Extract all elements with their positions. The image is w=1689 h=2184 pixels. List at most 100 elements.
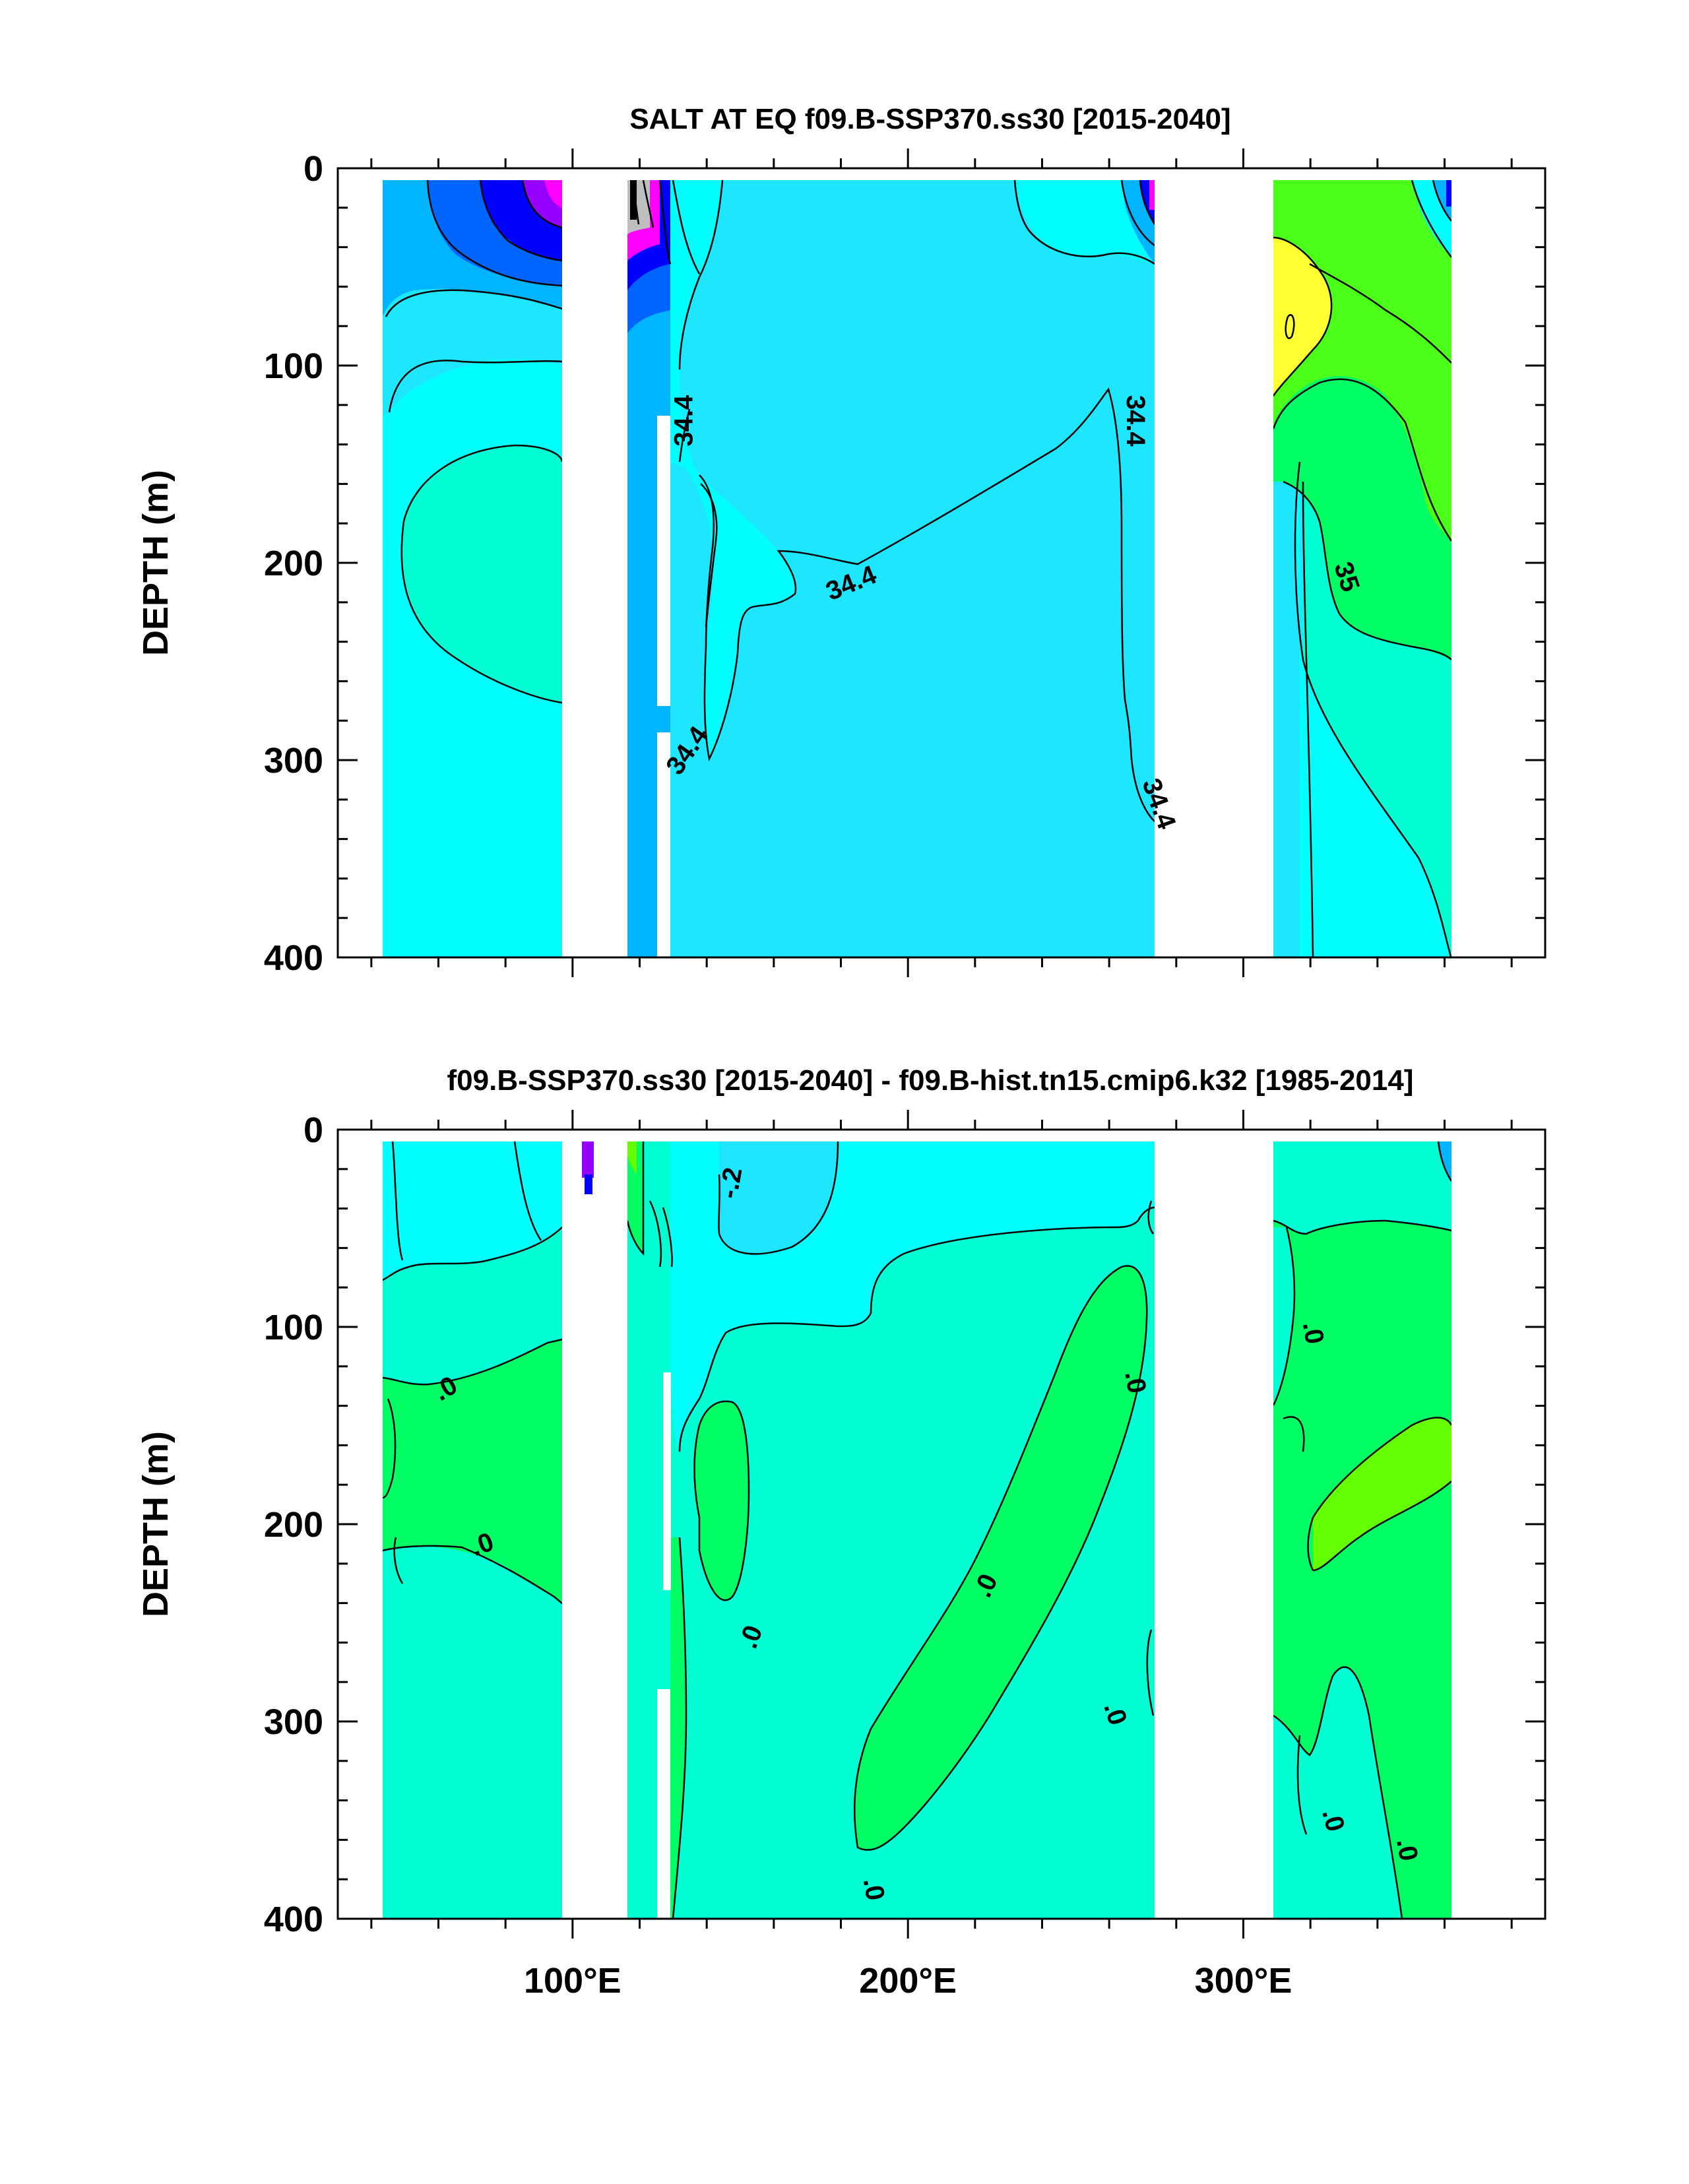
panel-top-contour-line bbox=[1120, 179, 1155, 247]
panel-top-contour-line bbox=[1309, 263, 1452, 364]
panel-top-contour-line bbox=[1302, 481, 1314, 957]
panel-top-contour-line bbox=[521, 179, 563, 229]
panel-bottom: f09.B-SSP370.ss30 [2015-2040] - f09.B-hi… bbox=[136, 1064, 1546, 2001]
panel-bottom-contour-line bbox=[1296, 1735, 1308, 1835]
panel-bottom-contour-line bbox=[1283, 1416, 1305, 1452]
contour-label: 34.4 bbox=[670, 395, 699, 447]
panel-top-fill-west-blob bbox=[401, 445, 562, 703]
x-tick-label: 200°E bbox=[859, 1961, 957, 2001]
panel-bottom-fill-pacific-green-1 bbox=[694, 1401, 749, 1601]
panel-bottom-fill-pacific-green-2 bbox=[854, 1266, 1147, 1850]
contour-label: 34.4 bbox=[1121, 395, 1150, 447]
panel-top-filled-contours bbox=[383, 180, 1451, 957]
panel-top-contour-line bbox=[1285, 314, 1295, 339]
panel-bottom-fill-west-green bbox=[383, 1339, 562, 1603]
y-tick-label: 100 bbox=[264, 1308, 323, 1347]
panel-bottom-contour-line bbox=[382, 1338, 563, 1386]
panel-top-contour-line bbox=[1411, 179, 1453, 258]
panel-top-contour-line bbox=[388, 360, 563, 413]
panel-top-contour-lines bbox=[385, 179, 1453, 957]
y-tick-label: 200 bbox=[264, 544, 323, 583]
panel-bottom-fill-strip-green bbox=[627, 1141, 643, 1254]
panel-top-contour-line bbox=[385, 289, 563, 317]
panel-top-contour-line bbox=[426, 179, 563, 287]
panel-bottom-land-mask bbox=[338, 1130, 1545, 1919]
panel-bottom-fill-strip-blue bbox=[585, 1174, 592, 1194]
panel-top-fill-atl-east-deep bbox=[1295, 462, 1451, 957]
panel-bottom-contour-line bbox=[1273, 1666, 1403, 1919]
panel-bottom-contour-line bbox=[1312, 1417, 1453, 1572]
panel-top-contour-line bbox=[1013, 179, 1155, 265]
panel-bottom-contour-line bbox=[382, 1227, 563, 1281]
panel-top-contour-line bbox=[678, 179, 724, 370]
panel-bottom-fill-strip-purple bbox=[582, 1141, 594, 1178]
panel-bottom-contour-line bbox=[1437, 1141, 1453, 1182]
panel-bottom-contour-line bbox=[718, 1174, 720, 1235]
contour-label: .0 bbox=[858, 1876, 890, 1902]
y-tick-label: 300 bbox=[264, 741, 323, 781]
panel-bottom-fill-pacific-light bbox=[719, 1141, 838, 1254]
panel-bottom-title: f09.B-SSP370.ss30 [2015-2040] - f09.B-hi… bbox=[447, 1064, 1414, 1097]
panel-top-land-mask bbox=[338, 168, 1545, 957]
panel-bottom-contour-line bbox=[1272, 1227, 1296, 1406]
panel-bottom-contour-line bbox=[1146, 1200, 1155, 1716]
panel-top-contour-line bbox=[699, 387, 1155, 822]
panel-bottom-fill-atl-cyan bbox=[1273, 1141, 1451, 1234]
panel-bottom-contour-line bbox=[393, 1537, 404, 1584]
panel-bottom-contour-line bbox=[1307, 1517, 1314, 1571]
panel-top-contour-line bbox=[400, 444, 563, 704]
panel-bottom-x-axis: 100°E 200°E 300°E bbox=[370, 1110, 1513, 2001]
panel-top-contour-line bbox=[658, 179, 701, 274]
panel-top: SALT AT EQ f09.B-SSP370.ss30 [2015-2040]… bbox=[136, 103, 1546, 978]
panel-bottom-fill-atl-deep bbox=[1273, 1667, 1402, 1919]
panel-top-fill-atl-surface-3 bbox=[1446, 180, 1451, 207]
y-tick-label: 0 bbox=[303, 149, 323, 189]
panel-bottom-contour-line bbox=[382, 1398, 397, 1499]
panel-bottom-contour-line bbox=[672, 1537, 687, 1919]
panel-top-contour-line bbox=[479, 179, 563, 262]
panel-bottom-filled-contours bbox=[383, 1141, 1451, 1919]
panel-top-contour-line bbox=[1283, 480, 1452, 660]
panel-bottom-fill-west-cyan bbox=[383, 1141, 562, 1280]
panel-bottom-fill-atl-west bbox=[1273, 1227, 1294, 1405]
panel-top-contour-line bbox=[1294, 461, 1452, 957]
x-tick-label: 300°E bbox=[1195, 1961, 1292, 2001]
contour-label: .0 bbox=[1391, 1836, 1423, 1863]
panel-bottom-contour-line bbox=[382, 1545, 563, 1604]
y-tick-label: 0 bbox=[303, 1110, 323, 1150]
y-tick-label: 400 bbox=[264, 1900, 323, 1939]
panel-bottom-fill-pacific-green-3 bbox=[670, 1537, 686, 1919]
panel-top-x-axis bbox=[370, 148, 1513, 977]
panel-top-fill-atl-yellow bbox=[1273, 238, 1332, 396]
panel-top-fill-west-band-6 bbox=[544, 180, 562, 208]
panel-top-contour-line bbox=[632, 179, 654, 228]
y-tick-label: 200 bbox=[264, 1505, 323, 1545]
panel-bottom-contour-line bbox=[678, 1206, 1155, 1452]
panel-top-y-axis: 0 100 200 300 400 bbox=[264, 149, 1545, 978]
y-tick-label: 300 bbox=[264, 1702, 323, 1742]
panel-top-contour-line bbox=[1272, 236, 1333, 397]
panel-top-contour-line bbox=[700, 483, 718, 627]
panel-top-fill-strip-7 bbox=[630, 180, 637, 220]
contour-label: .0 bbox=[1119, 1369, 1151, 1396]
panel-bottom-contour-line bbox=[693, 1400, 750, 1601]
panel-bottom-contour-line bbox=[391, 1141, 404, 1261]
panel-bottom-contour-line bbox=[649, 1200, 673, 1268]
panel-top-contour-line bbox=[1139, 179, 1156, 225]
panel-top-fill-pacific-shallow bbox=[670, 180, 1155, 759]
panel-bottom-contour-line bbox=[513, 1141, 542, 1241]
contour-label: .0 bbox=[1297, 1320, 1329, 1346]
panel-bottom-fill-atl-surface bbox=[1438, 1141, 1451, 1181]
panel-top-contour-line bbox=[678, 408, 691, 463]
panel-bottom-contour-lines bbox=[382, 1141, 1453, 1919]
x-tick-label: 100°E bbox=[524, 1961, 621, 2001]
y-tick-label: 400 bbox=[264, 938, 323, 978]
panel-top-title: SALT AT EQ f09.B-SSP370.ss30 [2015-2040] bbox=[629, 103, 1230, 135]
panel-bottom-contour-line bbox=[718, 1141, 839, 1255]
panel-bottom-fill-atl-lime bbox=[1313, 1417, 1451, 1570]
panel-bottom-contour-line bbox=[1273, 1219, 1452, 1235]
panel-bottom-y-axis-label: DEPTH (m) bbox=[136, 1431, 175, 1617]
panel-bottom-y-axis: 0 100 200 300 400 bbox=[264, 1110, 1545, 1939]
contour-label: -.2 bbox=[714, 1165, 748, 1201]
